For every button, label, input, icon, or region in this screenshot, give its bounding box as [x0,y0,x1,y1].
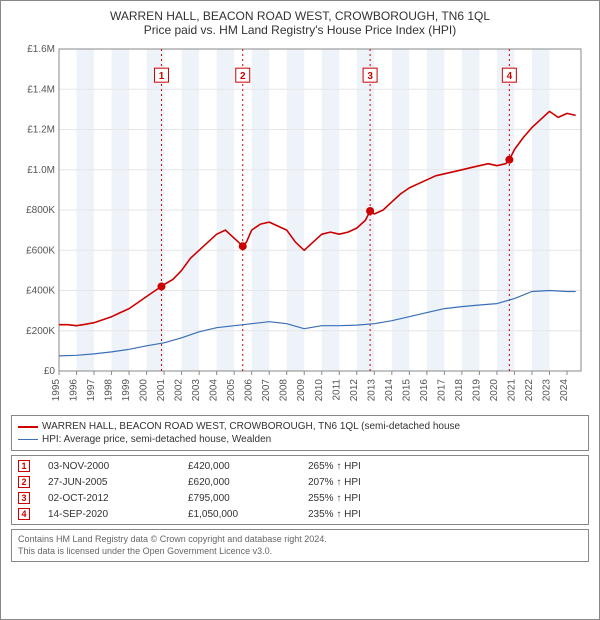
svg-text:2017: 2017 [436,379,447,402]
svg-text:2: 2 [240,71,246,82]
svg-text:2007: 2007 [261,379,272,402]
svg-text:2008: 2008 [279,379,290,402]
svg-text:2001: 2001 [156,379,167,402]
svg-text:2023: 2023 [541,379,552,402]
chart-container: WARREN HALL, BEACON ROAD WEST, CROWBOROU… [0,0,600,620]
sales-marker: 1 [18,460,30,472]
chart-title: WARREN HALL, BEACON ROAD WEST, CROWBOROU… [11,9,589,23]
svg-text:£1.4M: £1.4M [27,84,55,95]
svg-text:2002: 2002 [174,379,185,402]
svg-text:2013: 2013 [366,379,377,402]
sales-price: £420,000 [188,461,308,472]
svg-text:2003: 2003 [191,379,202,402]
legend-label: HPI: Average price, semi-detached house,… [42,434,271,445]
line-chart-svg: £0 £200K £400K £600K £800K £1.0M £1.2M £1.4M £1.… [11,41,589,411]
sales-hpi: 255% ↑ HPI [308,493,582,504]
sales-hpi: 265% ↑ HPI [308,461,582,472]
sales-date: 02-OCT-2012 [48,493,188,504]
svg-text:2020: 2020 [489,379,500,402]
sales-marker: 2 [18,476,30,488]
svg-text:2022: 2022 [524,379,535,402]
svg-text:2016: 2016 [419,379,430,402]
svg-text:£1.0M: £1.0M [27,165,55,176]
svg-text:£200K: £200K [26,326,55,337]
legend-swatch [18,439,38,440]
svg-text:£1.2M: £1.2M [27,125,55,136]
sales-row: 2 27-JUN-2005£620,000207% ↑ HPI [18,474,582,490]
svg-text:£600K: £600K [26,245,55,256]
sales-price: £620,000 [188,477,308,488]
legend-swatch [18,426,38,428]
svg-text:2005: 2005 [226,379,237,402]
sales-price: £795,000 [188,493,308,504]
svg-text:£1.6M: £1.6M [27,44,55,55]
sales-row: 4 14-SEP-2020£1,050,000235% ↑ HPI [18,506,582,522]
legend: WARREN HALL, BEACON ROAD WEST, CROWBOROU… [11,415,589,451]
svg-text:1995: 1995 [51,379,62,402]
svg-text:2010: 2010 [314,379,325,402]
svg-text:2019: 2019 [471,379,482,402]
svg-text:2012: 2012 [349,379,360,402]
svg-text:1999: 1999 [121,379,132,402]
svg-text:4: 4 [507,71,513,82]
svg-text:£800K: £800K [26,205,55,216]
sales-marker: 4 [18,508,30,520]
sales-hpi: 235% ↑ HPI [308,509,582,520]
sales-date: 27-JUN-2005 [48,477,188,488]
footer-line-2: This data is licensed under the Open Gov… [18,546,582,558]
sales-date: 14-SEP-2020 [48,509,188,520]
svg-text:1998: 1998 [104,379,115,402]
svg-text:£400K: £400K [26,286,55,297]
footer-line-1: Contains HM Land Registry data © Crown c… [18,534,582,546]
sales-row: 1 03-NOV-2000£420,000265% ↑ HPI [18,458,582,474]
legend-label: WARREN HALL, BEACON ROAD WEST, CROWBOROU… [42,421,460,432]
footer-attribution: Contains HM Land Registry data © Crown c… [11,529,589,562]
legend-item: WARREN HALL, BEACON ROAD WEST, CROWBOROU… [18,420,582,433]
sales-price: £1,050,000 [188,509,308,520]
svg-text:2000: 2000 [139,379,150,402]
svg-text:2015: 2015 [401,379,412,402]
svg-text:2014: 2014 [384,379,395,402]
sales-hpi: 207% ↑ HPI [308,477,582,488]
svg-text:1996: 1996 [69,379,80,402]
svg-text:1997: 1997 [86,379,97,402]
chart-subtitle: Price paid vs. HM Land Registry's House … [11,23,589,37]
svg-text:2018: 2018 [454,379,465,402]
svg-text:2009: 2009 [296,379,307,402]
sales-date: 03-NOV-2000 [48,461,188,472]
svg-text:2011: 2011 [331,379,342,401]
svg-text:2021: 2021 [506,379,517,402]
sales-table: 1 03-NOV-2000£420,000265% ↑ HPI 2 27-JUN-20… [11,455,589,525]
svg-text:3: 3 [367,71,373,82]
sales-row: 3 02-OCT-2012£795,000255% ↑ HPI [18,490,582,506]
svg-text:£0: £0 [44,366,56,377]
legend-item: HPI: Average price, semi-detached house,… [18,433,582,446]
svg-text:2024: 2024 [559,379,570,402]
chart-area: £0 £200K £400K £600K £800K £1.0M £1.2M £1.4M £1.… [11,41,589,411]
svg-text:2006: 2006 [244,379,255,402]
svg-text:2004: 2004 [209,379,220,402]
svg-text:1: 1 [159,71,165,82]
sales-marker: 3 [18,492,30,504]
